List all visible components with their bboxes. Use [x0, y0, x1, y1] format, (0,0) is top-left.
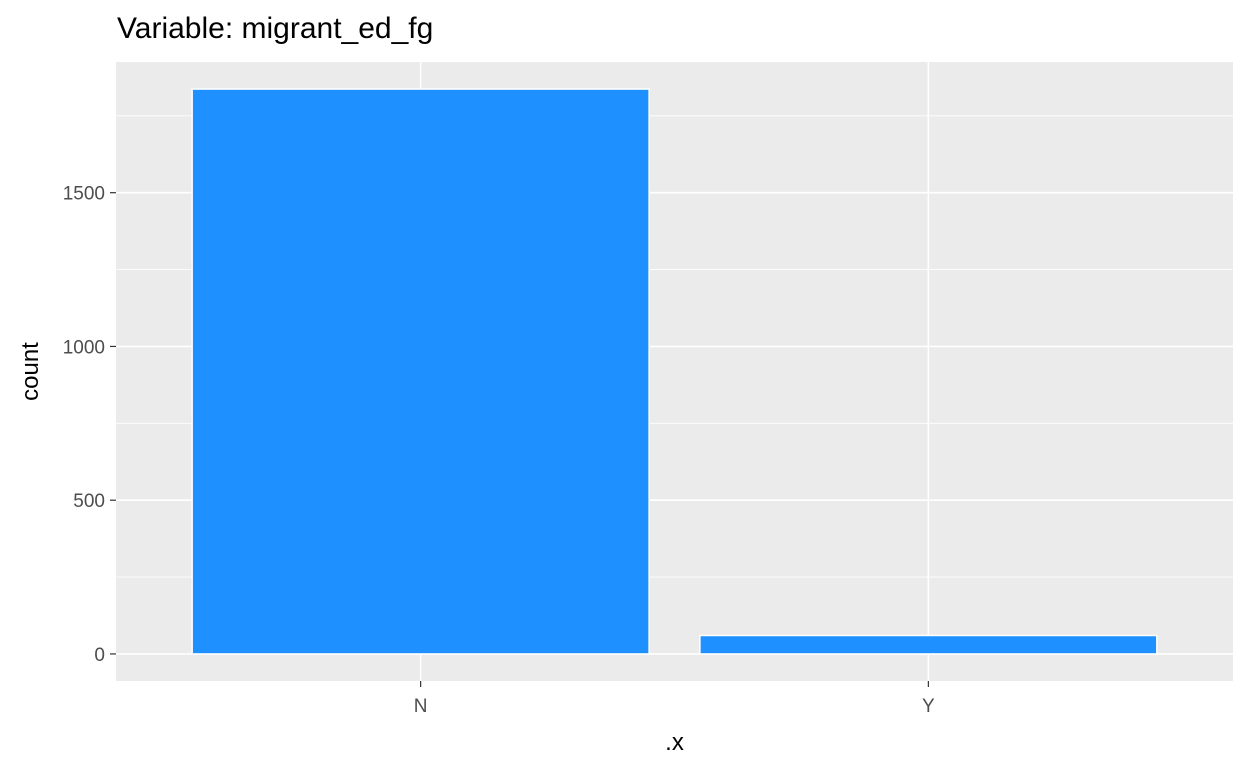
- chart-title: Variable: migrant_ed_fg: [117, 12, 434, 45]
- bars: [191, 88, 1158, 655]
- y-tick-label: 1000: [63, 337, 105, 358]
- bar-N: [191, 88, 650, 655]
- y-axis-title: count: [17, 342, 44, 401]
- bar-Y: [699, 634, 1158, 655]
- y-tick-label: 0: [94, 645, 105, 666]
- x-axis-title: .x: [665, 729, 684, 756]
- x-tick-label: N: [414, 696, 428, 717]
- y-tick-label: 1500: [63, 184, 105, 205]
- y-axis: 0 500 1000 1500: [63, 184, 116, 666]
- x-tick-label: Y: [922, 696, 935, 717]
- y-tick-label: 500: [73, 491, 105, 512]
